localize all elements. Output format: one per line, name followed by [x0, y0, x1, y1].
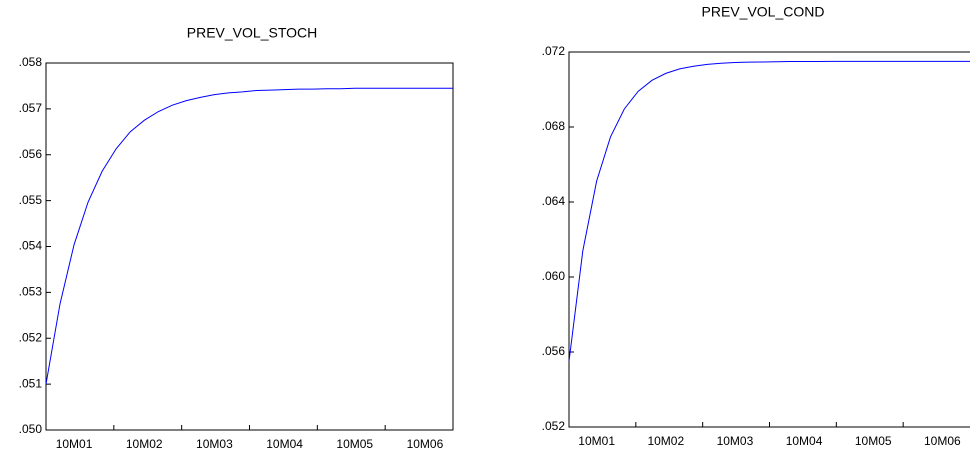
x-tick-label: 10M05: [855, 434, 892, 448]
y-tick-label: .052: [542, 419, 566, 433]
y-tick-label: .054: [19, 239, 43, 253]
y-tick-label: .055: [19, 193, 43, 207]
y-tick-label: .072: [542, 44, 566, 58]
chart-title: PREV_VOL_COND: [702, 4, 825, 20]
chart-title: PREV_VOL_STOCH: [187, 25, 317, 41]
y-tick-label: .064: [542, 194, 566, 208]
y-tick-label: .050: [19, 422, 43, 436]
plot-frame: [568, 51, 970, 428]
y-tick-label: .053: [19, 285, 43, 299]
y-tick-label: .068: [542, 119, 566, 133]
y-tick-label: .051: [19, 376, 43, 390]
x-tick-label: 10M02: [647, 434, 684, 448]
series-line: [45, 87, 453, 385]
x-tick-label: 10M04: [786, 434, 823, 448]
y-tick-label: .056: [542, 344, 566, 358]
y-tick-label: .057: [19, 101, 43, 115]
x-tick-label: 10M01: [578, 434, 615, 448]
x-tick-label: 10M06: [924, 434, 961, 448]
y-tick-label: .056: [19, 147, 43, 161]
x-tick-label: 10M03: [196, 437, 233, 451]
x-tick-label: 10M05: [336, 437, 373, 451]
y-tick-label: .058: [19, 55, 43, 69]
plot-frame: [45, 62, 454, 431]
x-tick-label: 10M02: [126, 437, 163, 451]
y-tick-label: .060: [542, 269, 566, 283]
series-line: [568, 60, 970, 362]
x-tick-label: 10M06: [407, 437, 444, 451]
y-tick-label: .052: [19, 330, 43, 344]
x-tick-label: 10M03: [717, 434, 754, 448]
x-tick-label: 10M01: [56, 437, 93, 451]
x-tick-label: 10M04: [266, 437, 303, 451]
